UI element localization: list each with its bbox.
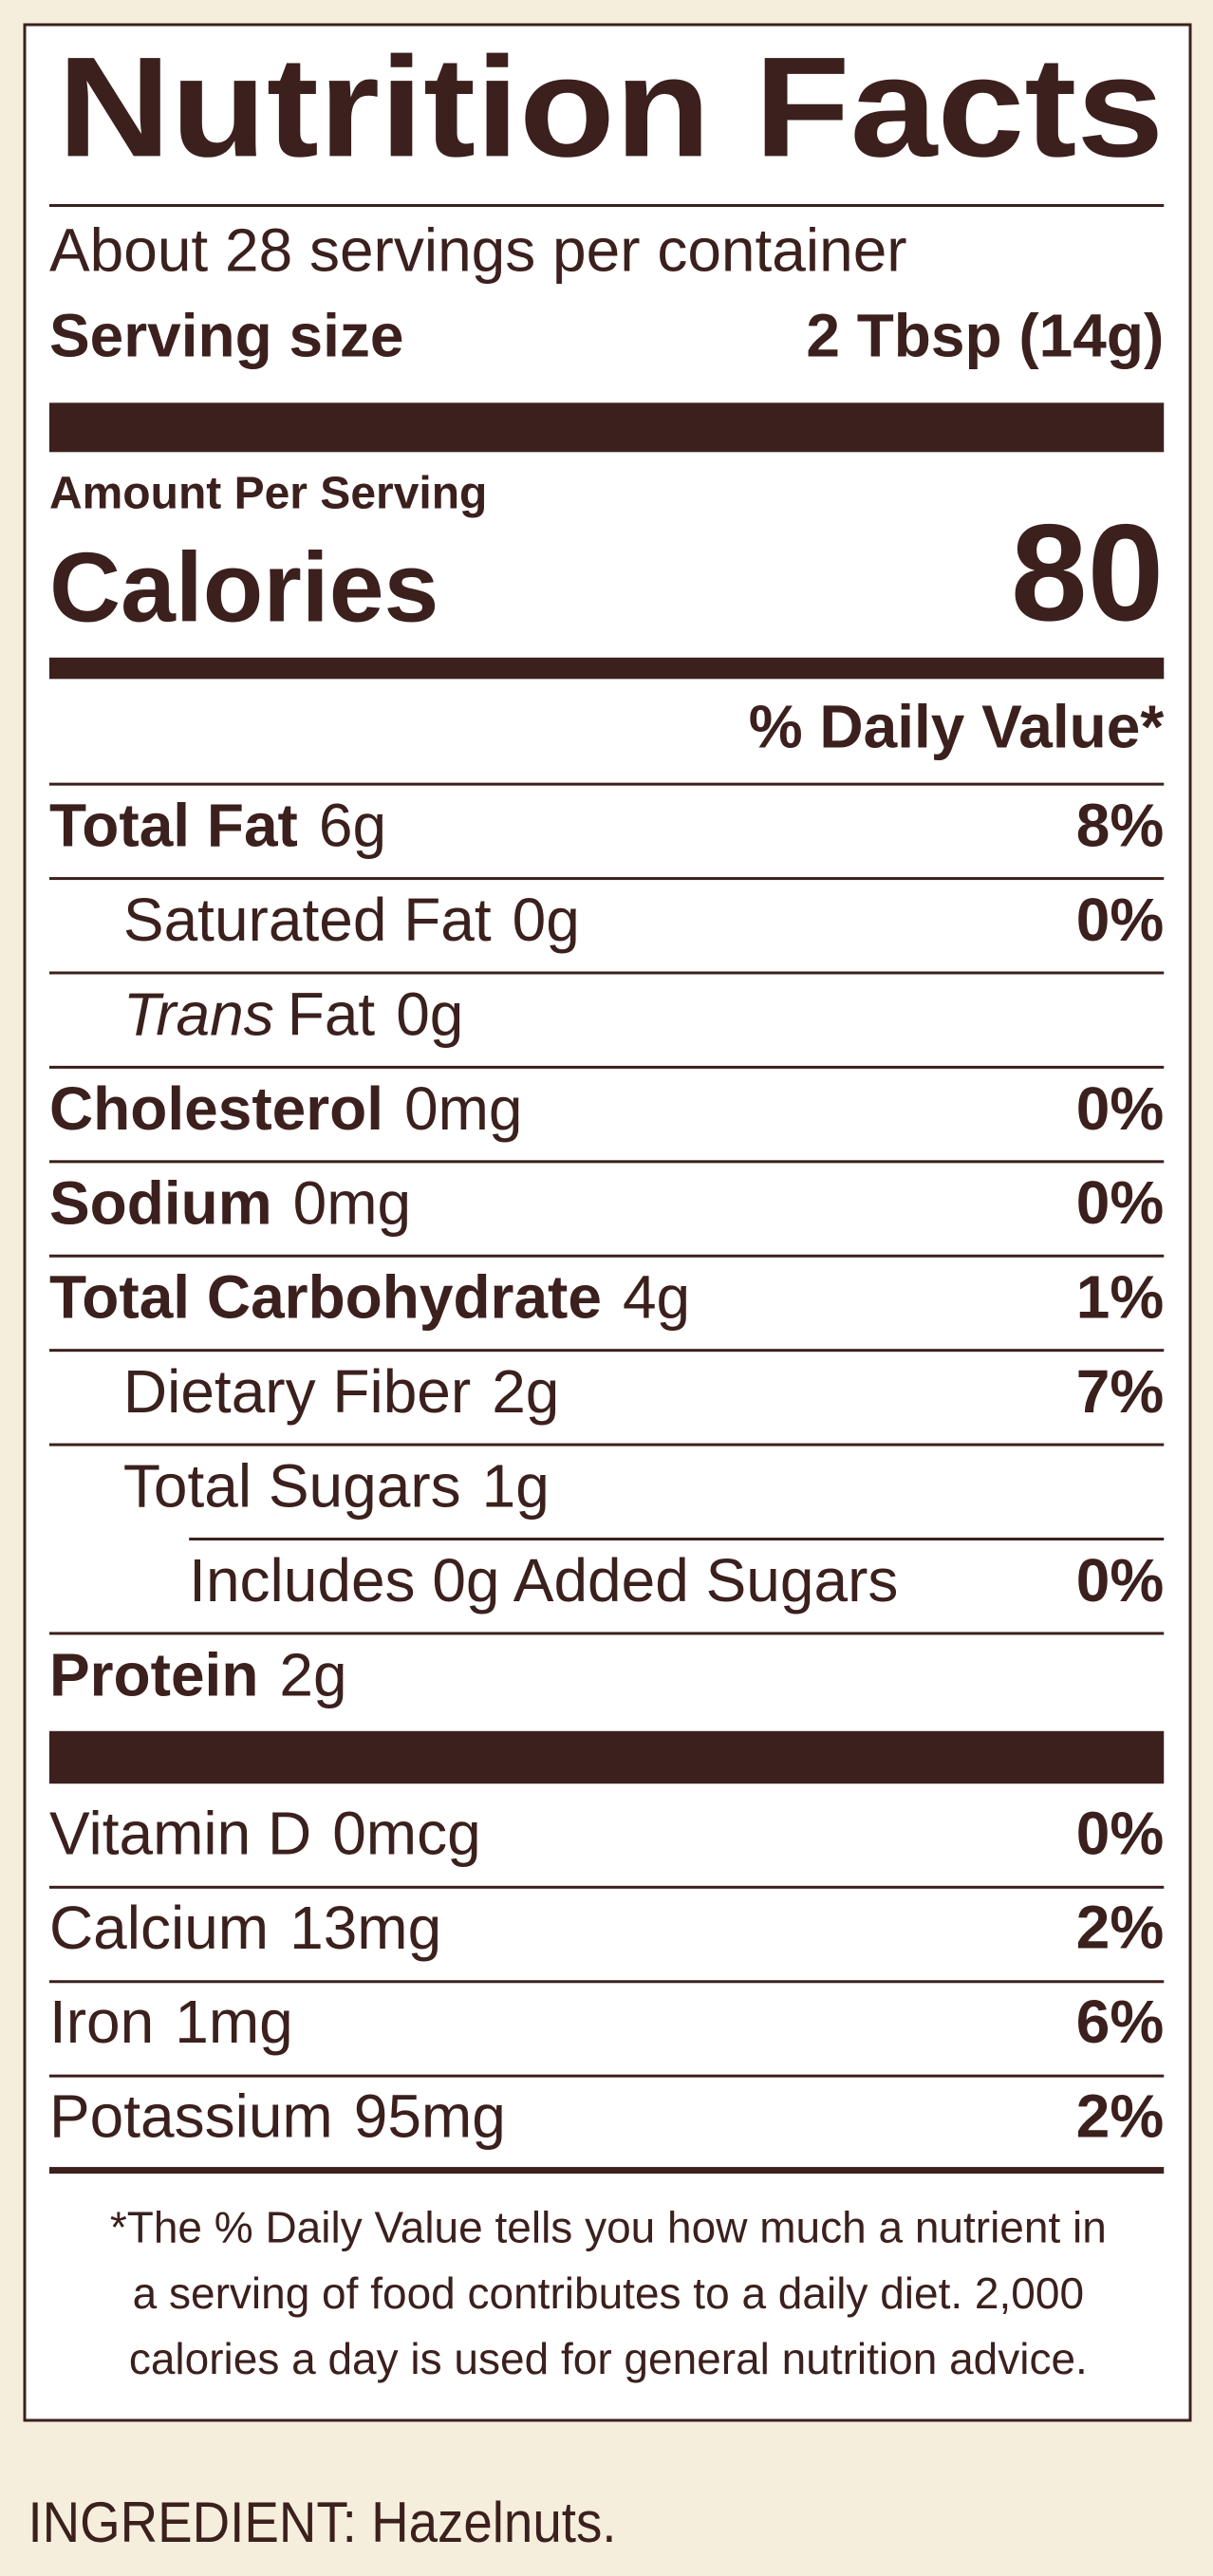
nutrient-name: Includes 0g Added Sugars [189, 1546, 898, 1615]
vitamin-dv: 6% [1076, 1988, 1165, 2056]
nutrient-amount: 0g [396, 980, 463, 1048]
nutrient-amount: 4g [623, 1263, 690, 1332]
rule [48, 877, 1165, 881]
nutrient-row: Sodium 0mg [49, 1168, 411, 1237]
ingredients: INGREDIENT: Hazelnuts. [28, 2491, 616, 2554]
nutrient-name: Protein [49, 1640, 258, 1708]
title: Nutrition Facts [58, 27, 1165, 186]
nutrient-row: Total Fat 6g [49, 792, 386, 860]
rule [48, 1980, 1165, 1984]
thick-bar [48, 402, 1165, 453]
amount-per-serving: Amount Per Serving [49, 469, 487, 519]
nutrient-amount: 0mg [404, 1074, 522, 1143]
nutrient-row: Total Sugars 1g [123, 1451, 550, 1520]
vitamin-name: Calcium [49, 1894, 269, 1962]
vitamin-amount: 95mg [354, 2082, 506, 2151]
nutrient-name-prefix: Trans [123, 980, 274, 1048]
nutrient-amount: 2g [492, 1357, 559, 1426]
nutrient-row: Total Carbohydrate 4g [49, 1263, 690, 1332]
footnote-line: *The % Daily Value tells you how much a … [110, 2202, 1107, 2251]
vitamin-name: Potassium [49, 2082, 333, 2151]
nutrient-name: Total Fat [49, 792, 298, 860]
vitamin-amount: 0mcg [332, 1799, 481, 1867]
daily-value-header: % Daily Value* [749, 693, 1165, 761]
vitamin-dv: 2% [1076, 2082, 1165, 2151]
nutrient-dv: 7% [1076, 1357, 1165, 1426]
nutrient-amount: 1g [482, 1451, 550, 1520]
nutrient-dv: 1% [1076, 1263, 1165, 1332]
nutrient-name: Fat [288, 980, 376, 1048]
rule [48, 1443, 1165, 1447]
nutrient-dv: 0% [1076, 1168, 1165, 1237]
rule [48, 1254, 1165, 1258]
nutrient-amount: 2g [279, 1640, 346, 1708]
servings: About 28 servings per container [49, 215, 907, 284]
vitamin-row: Calcium 13mg [49, 1894, 441, 1962]
thick-bar [48, 1730, 1165, 1784]
vitamin-amount: 1mg [175, 1988, 293, 2056]
footnote-line: a serving of food contributes to a daily… [133, 2268, 1084, 2318]
vitamin-dv: 0% [1076, 1799, 1165, 1867]
nutrient-name: Total Sugars [123, 1451, 461, 1520]
nutrient-name: Dietary Fiber [123, 1357, 471, 1426]
calories-value: 80 [1011, 495, 1164, 649]
serving-size-value: 2 Tbsp (14g) [806, 301, 1164, 369]
nutrient-dv: 0% [1076, 886, 1165, 954]
nutrient-row: Protein 2g [49, 1640, 347, 1708]
rule [48, 782, 1165, 786]
nutrient-row: Trans Fat 0g [123, 980, 464, 1048]
nutrient-dv: 0% [1076, 1074, 1165, 1143]
nutrient-name: Total Carbohydrate [49, 1263, 602, 1332]
nutrient-name: Saturated Fat [123, 886, 492, 954]
rule [48, 1632, 1165, 1635]
nutrient-row: Saturated Fat 0g [123, 886, 580, 954]
rule [48, 1885, 1165, 1889]
rule [48, 2167, 1165, 2175]
serving-size-label: Serving size [49, 301, 404, 369]
vitamin-amount: 13mg [289, 1894, 441, 1962]
vitamin-row: Iron 1mg [49, 1988, 293, 2056]
nutrient-row: Cholesterol 0mg [49, 1074, 523, 1143]
vitamin-dv: 2% [1076, 1894, 1165, 1962]
calories-label: Calories [49, 532, 439, 643]
vitamin-row: Vitamin D 0mcg [49, 1799, 481, 1867]
nutrient-name: Sodium [49, 1168, 272, 1237]
vitamin-name: Iron [49, 1988, 154, 2056]
nutrient-row: Includes 0g Added Sugars [189, 1546, 898, 1615]
medium-bar [48, 657, 1165, 680]
nutrient-amount: 6g [319, 792, 386, 860]
nutrient-amount: 0mg [293, 1168, 412, 1237]
nutrient-name: Cholesterol [49, 1074, 383, 1143]
rule [48, 1349, 1165, 1353]
rule [48, 1065, 1165, 1069]
vitamin-name: Vitamin D [49, 1799, 311, 1867]
rule [48, 971, 1165, 975]
vitamin-row: Potassium 95mg [49, 2082, 506, 2151]
nutrient-row: Dietary Fiber 2g [123, 1357, 560, 1426]
nutrient-dv: 8% [1076, 792, 1165, 860]
rule [48, 204, 1165, 207]
footnote-line: calories a day is used for general nutri… [129, 2334, 1088, 2383]
rule [48, 2074, 1165, 2078]
rule [48, 1160, 1165, 1164]
rule [189, 1537, 1165, 1540]
nutrient-dv: 0% [1076, 1546, 1165, 1615]
nutrient-amount: 0g [513, 886, 580, 954]
